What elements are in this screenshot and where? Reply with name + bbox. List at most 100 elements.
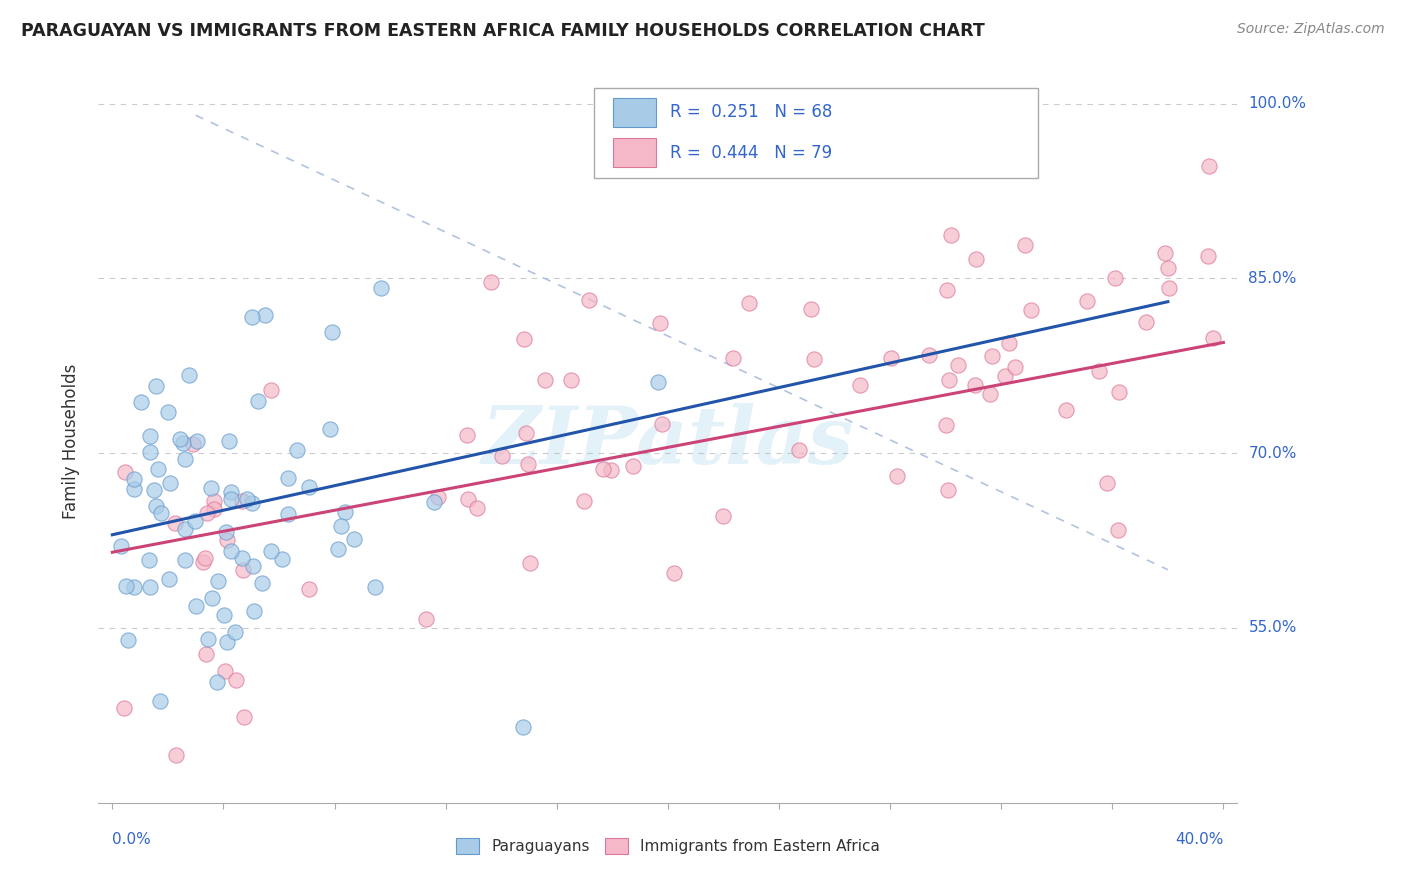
Point <box>965 252 987 266</box>
Point <box>224 625 246 640</box>
Point <box>215 533 238 548</box>
Point <box>1014 238 1036 252</box>
Point <box>298 480 321 494</box>
Point <box>533 373 555 387</box>
Point <box>219 544 242 558</box>
Point <box>231 551 253 566</box>
Point <box>285 442 308 457</box>
Point <box>129 395 152 409</box>
Point <box>963 377 986 392</box>
Point <box>980 350 1002 364</box>
Point <box>200 481 222 495</box>
Point <box>342 532 364 546</box>
Point <box>195 506 218 520</box>
Text: Source: ZipAtlas.com: Source: ZipAtlas.com <box>1237 22 1385 37</box>
Point <box>174 452 197 467</box>
Point <box>219 485 242 500</box>
FancyBboxPatch shape <box>613 98 657 127</box>
Point <box>1097 475 1119 490</box>
Point <box>994 368 1017 383</box>
Point <box>225 673 247 688</box>
Point <box>662 566 685 581</box>
Point <box>515 425 537 440</box>
Text: ZIPatlas: ZIPatlas <box>482 403 853 480</box>
Point <box>1019 303 1042 318</box>
Point <box>1135 314 1157 328</box>
Point <box>1198 159 1220 173</box>
Text: 100.0%: 100.0% <box>1249 96 1306 112</box>
Point <box>169 433 191 447</box>
Point <box>479 275 502 289</box>
Point <box>800 302 823 317</box>
Point <box>711 508 734 523</box>
Point <box>186 434 208 449</box>
Point <box>1108 385 1130 400</box>
Point <box>110 539 132 553</box>
Point <box>592 462 614 476</box>
Point <box>138 445 160 459</box>
Point <box>194 647 217 661</box>
Point <box>159 476 181 491</box>
Point <box>1197 249 1219 263</box>
Point <box>246 393 269 408</box>
FancyBboxPatch shape <box>613 138 657 167</box>
Point <box>215 635 238 649</box>
Point <box>174 522 197 536</box>
Point <box>1087 364 1109 378</box>
Point <box>578 293 600 307</box>
Point <box>1107 523 1129 537</box>
Point <box>935 417 957 432</box>
Text: R =  0.251   N = 68: R = 0.251 N = 68 <box>671 103 832 121</box>
Point <box>242 559 264 574</box>
Text: 55.0%: 55.0% <box>1249 621 1296 635</box>
Point <box>184 515 207 529</box>
FancyBboxPatch shape <box>593 87 1038 178</box>
Point <box>997 336 1019 351</box>
Point <box>145 499 167 513</box>
Point <box>172 436 194 450</box>
Point <box>181 437 204 451</box>
Point <box>112 701 135 715</box>
Legend: Paraguayans, Immigrants from Eastern Africa: Paraguayans, Immigrants from Eastern Afr… <box>450 832 886 860</box>
Point <box>139 429 162 443</box>
Point <box>572 494 595 508</box>
Point <box>1004 359 1026 374</box>
Point <box>423 494 446 508</box>
Point <box>260 544 283 558</box>
Point <box>326 541 349 556</box>
Point <box>939 228 962 243</box>
Point <box>184 599 207 613</box>
Point <box>138 553 160 567</box>
Point <box>231 494 253 508</box>
Point <box>233 710 256 724</box>
Point <box>370 280 392 294</box>
Point <box>599 463 621 477</box>
Point <box>648 316 671 330</box>
Point <box>124 483 146 497</box>
Point <box>1153 245 1175 260</box>
Point <box>333 505 356 519</box>
Point <box>560 373 582 387</box>
Point <box>1157 261 1180 276</box>
Text: R =  0.444   N = 79: R = 0.444 N = 79 <box>671 144 832 161</box>
Point <box>205 675 228 690</box>
Point <box>157 572 180 586</box>
Point <box>1157 281 1180 295</box>
Point <box>787 442 810 457</box>
Point <box>218 434 240 449</box>
Point <box>165 747 187 762</box>
Point <box>271 551 294 566</box>
Point <box>214 664 236 678</box>
Point <box>277 507 299 521</box>
Point <box>149 694 172 708</box>
Point <box>513 332 536 346</box>
Point <box>512 720 534 734</box>
Y-axis label: Family Households: Family Households <box>62 364 80 519</box>
Point <box>880 351 903 366</box>
Point <box>938 373 960 387</box>
Point <box>467 500 489 515</box>
Point <box>738 296 761 310</box>
Text: 40.0%: 40.0% <box>1175 832 1223 847</box>
Point <box>207 574 229 588</box>
Point <box>115 579 138 593</box>
